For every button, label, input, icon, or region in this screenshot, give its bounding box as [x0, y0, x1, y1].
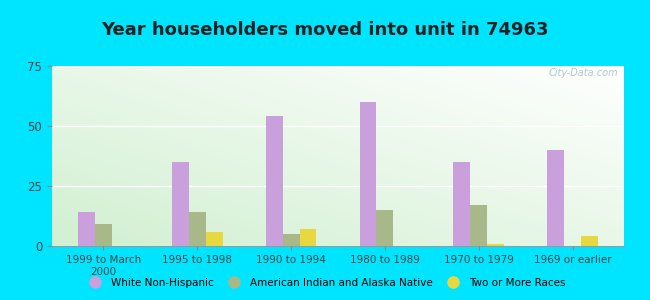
Bar [266, 116, 283, 246]
Bar [359, 102, 376, 246]
Bar [376, 210, 393, 246]
Bar [488, 244, 504, 246]
Bar [471, 205, 488, 246]
Bar [172, 162, 188, 246]
Bar [78, 212, 95, 246]
Bar [283, 234, 300, 246]
Bar [581, 236, 598, 246]
Bar [300, 229, 317, 246]
Bar [188, 212, 205, 246]
Legend: White Non-Hispanic, American Indian and Alaska Native, Two or More Races: White Non-Hispanic, American Indian and … [81, 274, 569, 292]
Bar [547, 150, 564, 246]
Bar [454, 162, 471, 246]
Bar [205, 232, 222, 246]
Bar [95, 224, 112, 246]
Text: Year householders moved into unit in 74963: Year householders moved into unit in 749… [101, 21, 549, 39]
Text: City-Data.com: City-Data.com [549, 68, 618, 78]
